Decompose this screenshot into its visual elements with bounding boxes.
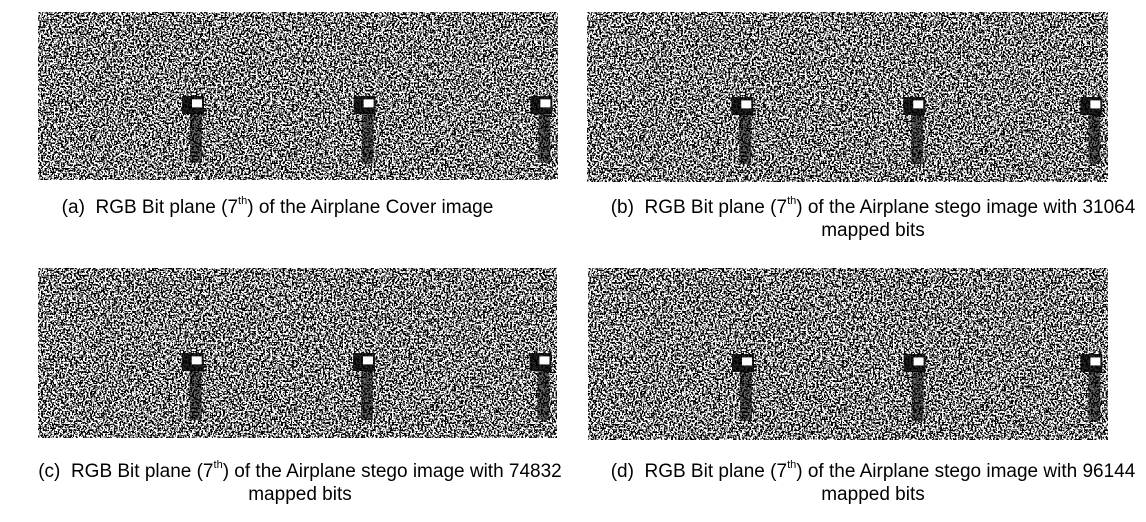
figure: (a) RGB Bit plane (7th) of the Airplane …: [0, 0, 1146, 522]
airplane-body: [742, 357, 752, 365]
caption: (d) RGB Bit plane (7th) of the Airplane …: [600, 460, 1146, 506]
noise-image: [587, 12, 1108, 182]
airplane-body: [363, 356, 373, 364]
airplane-body: [912, 371, 924, 421]
bit-plane-image: [588, 268, 1108, 440]
caption: (a) RGB Bit plane (7th) of the Airplane …: [5, 196, 550, 219]
airplane-body: [911, 114, 923, 164]
airplane-body: [741, 100, 751, 108]
caption-text: RGB Bit plane (7: [644, 461, 787, 482]
bit-plane-image: [38, 268, 557, 438]
airplane-body: [537, 370, 549, 420]
airplane-body: [192, 356, 202, 364]
airplane-body: [540, 99, 550, 107]
caption-label: (a): [62, 197, 85, 218]
caption: (c) RGB Bit plane (7th) of the Airplane …: [5, 460, 595, 506]
caption-text: ) of the Airplane Cover image: [247, 197, 493, 218]
caption-label: (c): [38, 461, 60, 482]
noise: [38, 12, 558, 180]
caption-superscript: th: [787, 195, 796, 207]
airplane-body: [538, 113, 550, 163]
noise-image: [588, 268, 1108, 440]
airplane-body: [192, 99, 202, 107]
airplane-body: [539, 356, 549, 364]
airplane-body: [914, 357, 924, 365]
caption-superscript: th: [787, 459, 796, 471]
noise: [38, 268, 557, 438]
caption-text: RGB Bit plane (7: [71, 461, 214, 482]
noise: [588, 268, 1108, 440]
airplane-body: [190, 113, 202, 163]
airplane-body: [1090, 100, 1100, 108]
caption: (b) RGB Bit plane (7th) of the Airplane …: [600, 196, 1146, 242]
airplane-body: [1090, 357, 1100, 365]
caption-label: (b): [611, 197, 634, 218]
noise-image: [38, 12, 558, 180]
caption-text: ) of the Airplane stego image with 31064…: [796, 197, 1135, 241]
airplane-body: [190, 370, 202, 420]
noise: [587, 12, 1108, 182]
airplane-body: [1088, 114, 1100, 164]
airplane-body: [361, 370, 373, 420]
caption-label: (d): [611, 461, 634, 482]
caption-text: RGB Bit plane (7: [644, 197, 787, 218]
caption-superscript: th: [214, 459, 223, 471]
airplane-body: [739, 114, 751, 164]
caption-superscript: th: [238, 195, 247, 207]
noise-image: [38, 268, 557, 438]
caption-text: ) of the Airplane stego image with 96144…: [796, 461, 1135, 505]
bit-plane-image: [587, 12, 1108, 182]
caption-text: ) of the Airplane stego image with 74832…: [223, 461, 562, 505]
caption-text: RGB Bit plane (7: [95, 197, 238, 218]
airplane-body: [740, 371, 752, 421]
airplane-body: [362, 113, 374, 163]
airplane-body: [364, 99, 374, 107]
airplane-body: [1088, 371, 1100, 421]
bit-plane-image: [38, 12, 558, 180]
airplane-body: [913, 100, 923, 108]
